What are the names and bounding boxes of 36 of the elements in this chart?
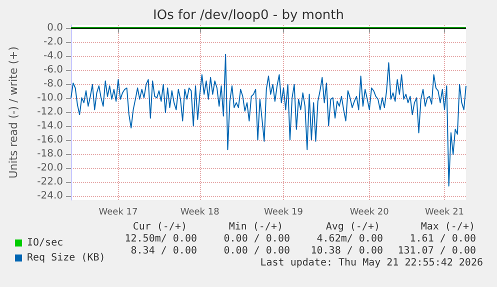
text: Avg (-/+) [326, 222, 380, 232]
y-tick-label: -4.0 [43, 50, 63, 62]
legend-label: IO/sec [27, 238, 64, 248]
x-tick-label: Week 17 [98, 208, 138, 218]
y-tick-label: -24.0 [37, 190, 63, 202]
y-tick-label: -22.0 [37, 176, 63, 188]
x-tick-label: Week 20 [350, 208, 390, 218]
y-tick-label: -16.0 [37, 134, 63, 146]
y-tick-label: -8.0 [43, 78, 63, 90]
text: Last update: Thu May 21 22:55:42 2026 [260, 258, 483, 268]
chart-title: IOs for /dev/loop0 - by month [153, 8, 344, 23]
y-tick-label: -6.0 [43, 64, 63, 76]
y-tick-label: 0.0 [47, 22, 63, 34]
text: 10.38 / 0.00 [310, 246, 383, 256]
y-axis-title: Units read (-) / write (+) [7, 46, 20, 179]
text: 12.50m/ 0.00 [124, 234, 197, 244]
legend-label: Req Size (KB) [27, 252, 106, 264]
y-tick-label: -14.0 [37, 120, 63, 132]
text: Cur (-/+) [132, 222, 187, 232]
line-series [70, 54, 466, 186]
text: 0.00 / 0.00 [224, 234, 290, 244]
text: Min (-/+) [228, 222, 283, 232]
y-tick-label: -12.0 [37, 106, 63, 118]
text: 131.07 / 0.00 [398, 246, 476, 256]
y-tick-label: -18.0 [37, 148, 63, 160]
text: Max (-/+) [420, 222, 475, 232]
y-tick-label: -2.0 [43, 36, 63, 48]
x-tick-label: Week 21 [425, 208, 464, 218]
x-tick-label: Week 19 [264, 208, 304, 218]
text: 4.62m/ 0.00 [316, 234, 383, 244]
text: 0.00 / 0.00 [224, 246, 290, 256]
y-tick-label: -10.0 [37, 92, 63, 104]
text: 8.34 / 0.00 [130, 246, 197, 256]
y-tick-label: -20.0 [37, 162, 63, 174]
x-tick-label: Week 18 [180, 208, 220, 218]
text: 1.61 / 0.00 [410, 234, 476, 244]
